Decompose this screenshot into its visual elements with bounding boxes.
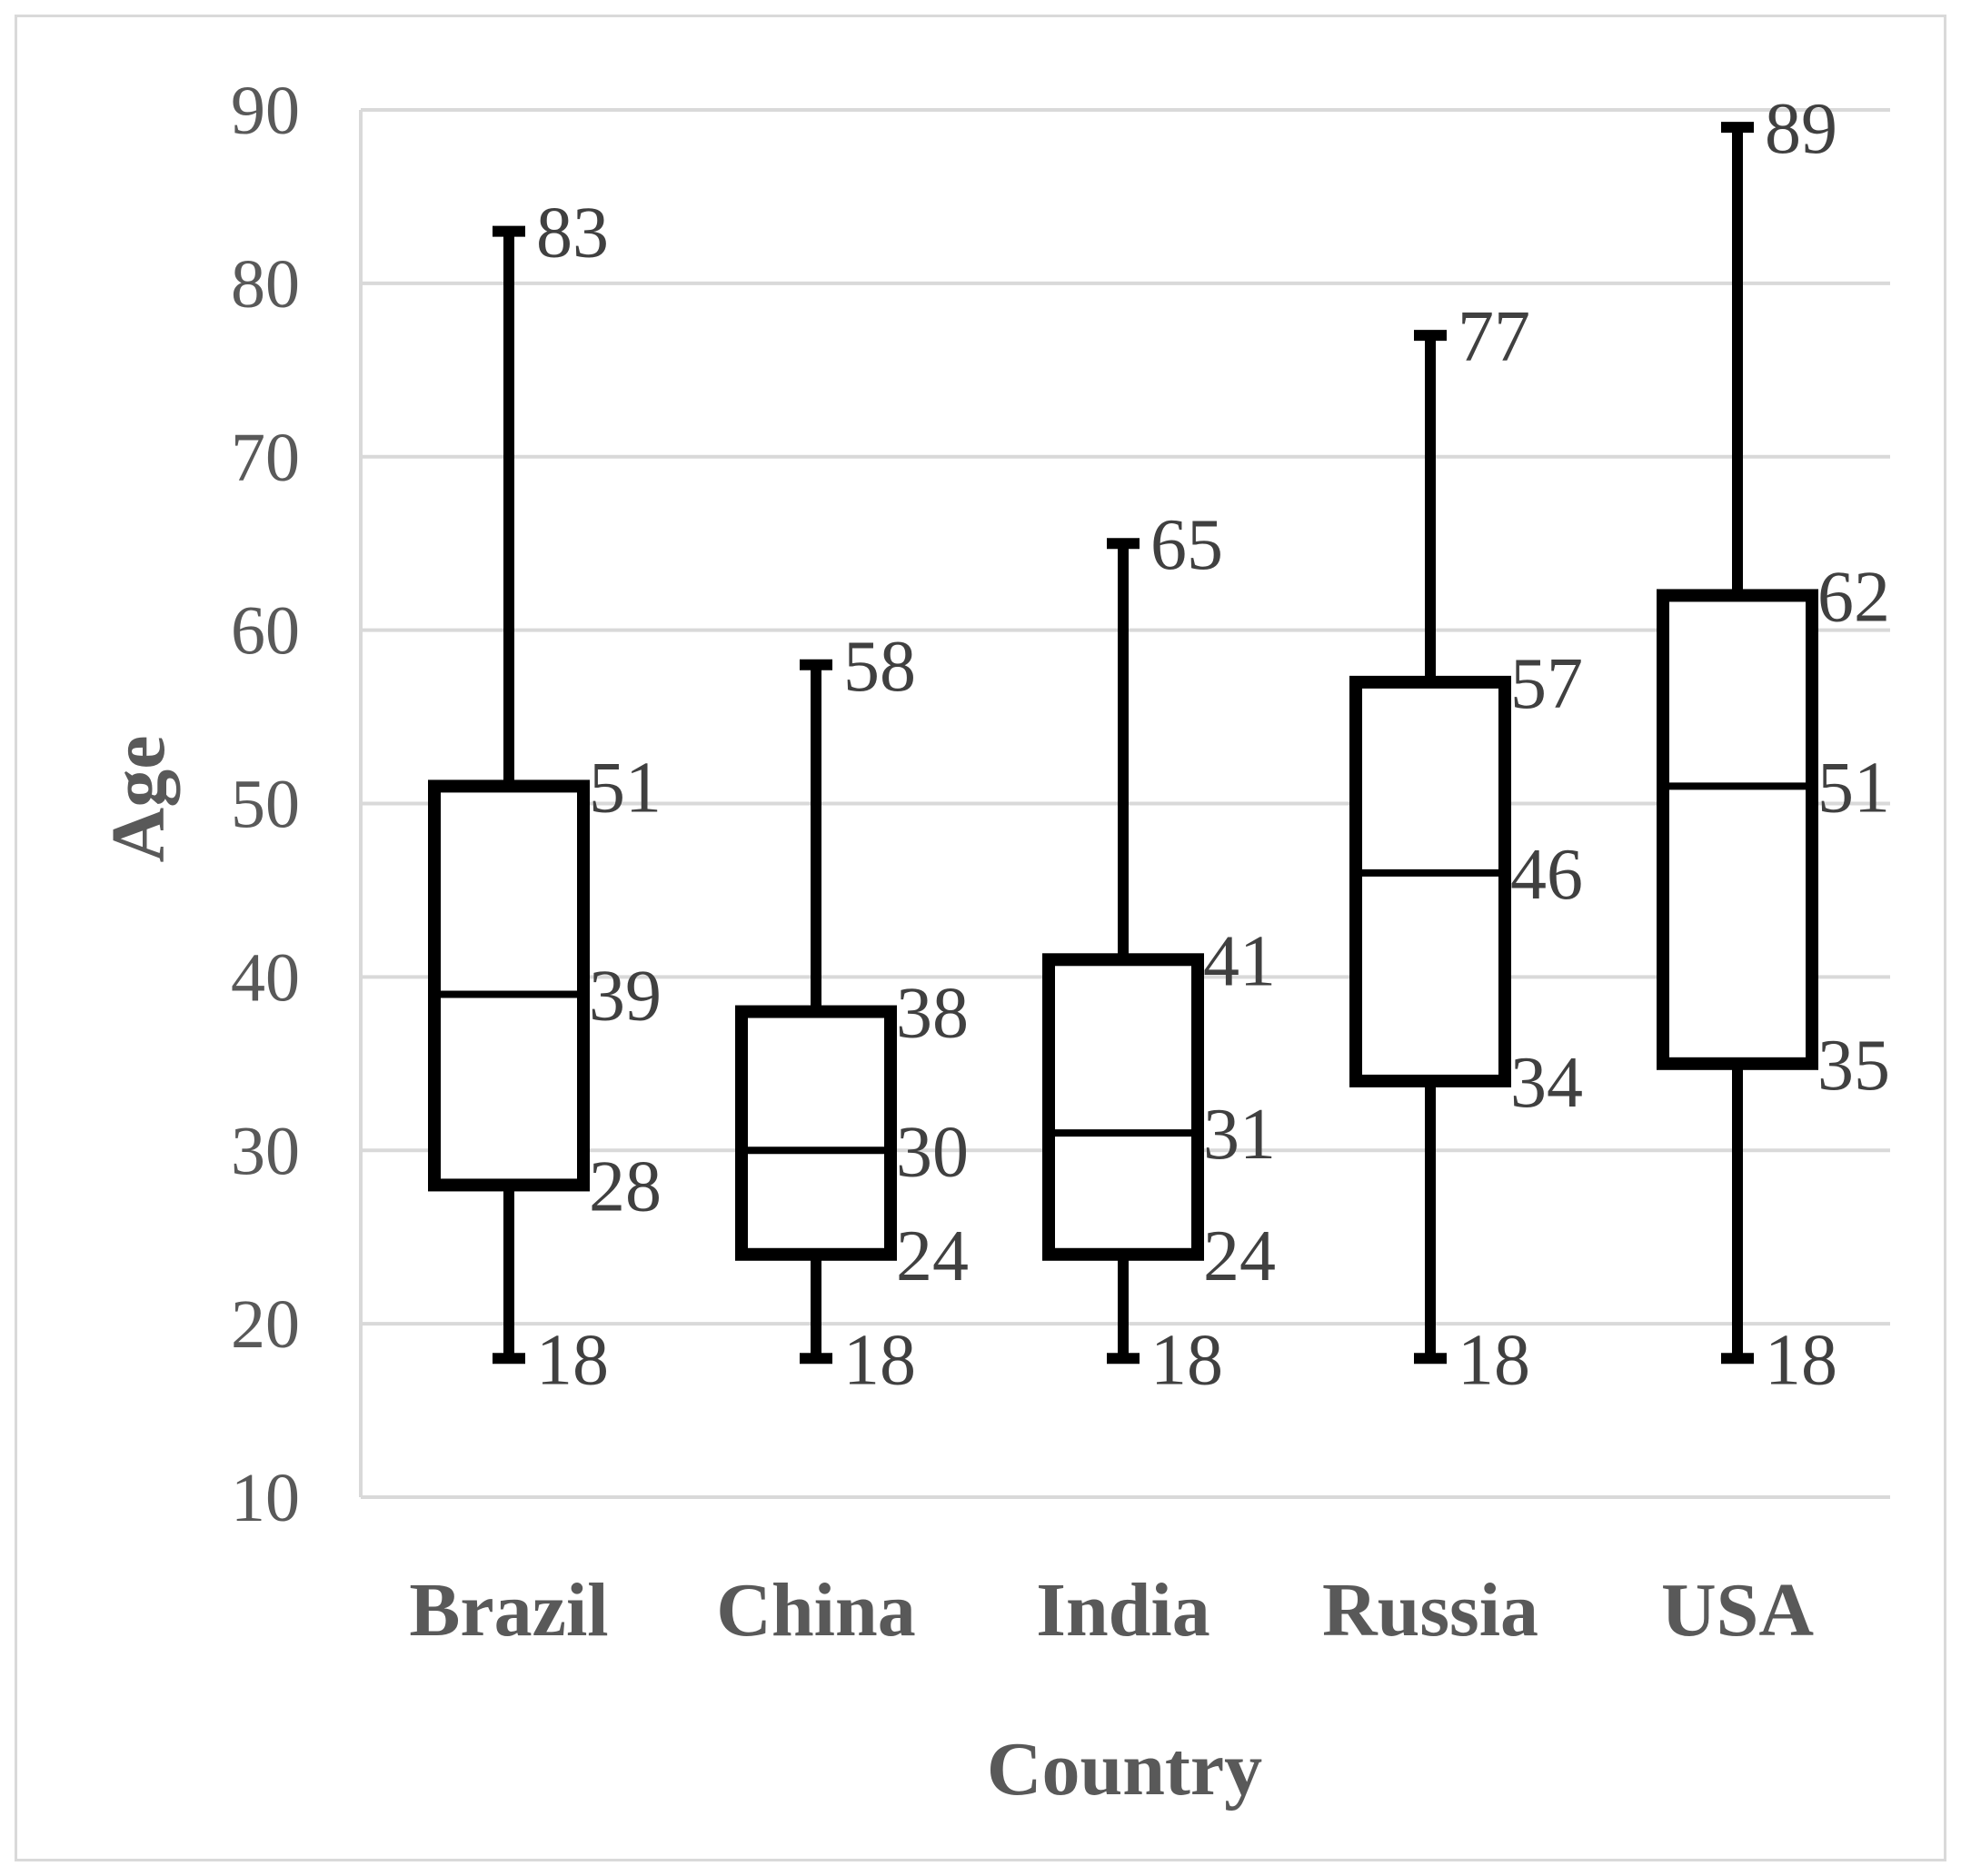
y-tick-label: 40 (231, 939, 300, 1016)
x-category-label: India (1036, 1568, 1209, 1653)
y-tick-label: 60 (231, 593, 300, 670)
x-category-label: Russia (1322, 1568, 1538, 1653)
y-tick-label: 70 (231, 420, 300, 496)
chart-frame (15, 15, 1946, 1861)
iqr-box (1349, 675, 1511, 1087)
max-label: 58 (843, 627, 916, 707)
q3-label: 38 (896, 974, 969, 1054)
x-axis-title: Country (987, 1727, 1262, 1811)
y-tick-labels: 10 20 30 40 50 60 70 80 90 (231, 73, 300, 1536)
box-china: 58 18 38 30 24 (735, 627, 969, 1400)
q3-label: 57 (1510, 644, 1583, 724)
box-brazil: 83 18 51 39 28 (428, 194, 662, 1400)
median-label: 30 (896, 1112, 969, 1192)
q3-label: 41 (1203, 921, 1276, 1001)
q1-label: 34 (1510, 1043, 1583, 1123)
y-tick-label: 80 (231, 246, 300, 323)
min-label: 18 (843, 1320, 916, 1400)
max-label: 89 (1765, 89, 1837, 169)
y-tick-label: 90 (231, 73, 300, 149)
y-tick-label: 50 (231, 767, 300, 843)
y-tick-label: 30 (231, 1113, 300, 1189)
box-usa: 89 18 62 51 35 (1657, 89, 1890, 1400)
max-label: 77 (1458, 297, 1530, 377)
x-category-label: Brazil (409, 1568, 608, 1653)
median-label: 31 (1203, 1095, 1276, 1175)
median-label: 46 (1510, 835, 1583, 915)
min-label: 18 (1765, 1320, 1837, 1400)
max-label: 83 (536, 194, 609, 273)
iqr-box (735, 1005, 897, 1261)
q1-label: 24 (1203, 1216, 1276, 1296)
x-category-labels: Brazil China India Russia USA (409, 1568, 1814, 1653)
x-category-label: USA (1661, 1568, 1814, 1653)
median-label: 51 (1817, 748, 1890, 828)
y-axis-title: Age (96, 736, 181, 863)
min-label: 18 (536, 1320, 609, 1400)
box-russia: 77 18 57 46 34 (1349, 297, 1583, 1400)
x-category-label: China (716, 1568, 915, 1653)
min-label: 18 (1458, 1320, 1530, 1400)
boxes: 83 18 51 39 28 58 18 38 30 24 65 18 41 31 24 77 18 57 46 34… (428, 89, 1890, 1400)
q1-label: 28 (589, 1146, 662, 1226)
iqr-box (428, 779, 590, 1192)
q3-label: 51 (589, 748, 662, 828)
median-label: 39 (589, 956, 662, 1036)
q1-label: 24 (896, 1216, 969, 1296)
max-label: 65 (1150, 505, 1223, 585)
q1-label: 35 (1817, 1026, 1890, 1106)
box-india: 65 18 41 31 24 (1042, 505, 1276, 1400)
y-tick-label: 20 (231, 1286, 300, 1363)
q3-label: 62 (1817, 557, 1890, 637)
iqr-box (1657, 589, 1818, 1070)
y-tick-label: 10 (231, 1460, 300, 1536)
min-label: 18 (1150, 1320, 1223, 1400)
iqr-box (1042, 953, 1204, 1261)
